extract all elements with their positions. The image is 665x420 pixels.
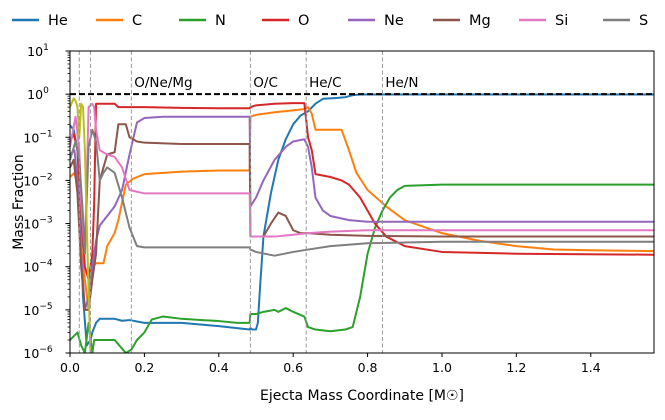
series-lines	[70, 93, 654, 353]
x-axis: 0.0 0.2 0.4 0.6 0.8 1.0 1.2 1.4	[60, 353, 601, 375]
x-tick-label: 1.0	[432, 360, 452, 375]
x-tick-label: 0.8	[358, 360, 378, 375]
region-label: O/Ne/Mg	[134, 75, 192, 91]
y-tick-label: 10−6	[23, 345, 52, 361]
y-axis-label: Mass Fraction	[11, 154, 27, 250]
region-boundaries	[78, 51, 383, 353]
series-line-si	[70, 102, 654, 255]
region-label: He/C	[309, 75, 341, 91]
y-tick-label: 10−1	[23, 129, 52, 145]
series-line-o	[70, 102, 654, 281]
legend: HeCNONeMgSiS56Ni	[12, 13, 648, 29]
y-tick-label: 10−5	[23, 302, 52, 318]
series-line-ne	[70, 115, 654, 311]
legend-label-n: N	[215, 13, 226, 29]
x-tick-label: 1.2	[506, 360, 526, 375]
x-tick-label: 0.2	[134, 360, 154, 375]
x-tick-label: 0.4	[209, 360, 229, 375]
series-line-56ni	[70, 97, 92, 353]
legend-label-s: S	[639, 13, 648, 29]
legend-label-c: C	[132, 13, 142, 29]
series-line-n	[70, 183, 654, 353]
x-tick-label: 0.0	[60, 360, 80, 375]
y-tick-label: 10−4	[23, 259, 52, 275]
legend-label-mg: Mg	[469, 13, 491, 29]
x-axis-label: Ejecta Mass Coordinate [M☉]	[260, 388, 464, 404]
series-line-c	[70, 106, 654, 311]
y-tick-label: 10−3	[23, 216, 52, 232]
series-line-he	[70, 93, 654, 347]
plot-frame	[69, 50, 655, 354]
y-axis: 10−6 10−5 10−4 10−3 10−2 10−1 100 101	[23, 43, 70, 361]
region-label: O/C	[253, 75, 278, 91]
legend-label-he: He	[48, 13, 68, 29]
region-labels: O/Ne/Mg O/C He/C He/N	[134, 75, 418, 91]
x-tick-label: 1.4	[581, 360, 601, 375]
y-tick-label: 101	[27, 43, 49, 59]
legend-label-si: Si	[555, 13, 568, 29]
y-tick-label: 10−2	[23, 172, 52, 188]
y-tick-label: 100	[27, 86, 49, 102]
x-tick-label: 0.6	[283, 360, 303, 375]
region-label: He/N	[385, 75, 418, 91]
legend-label-ne: Ne	[384, 13, 404, 29]
legend-label-o: O	[298, 13, 309, 29]
